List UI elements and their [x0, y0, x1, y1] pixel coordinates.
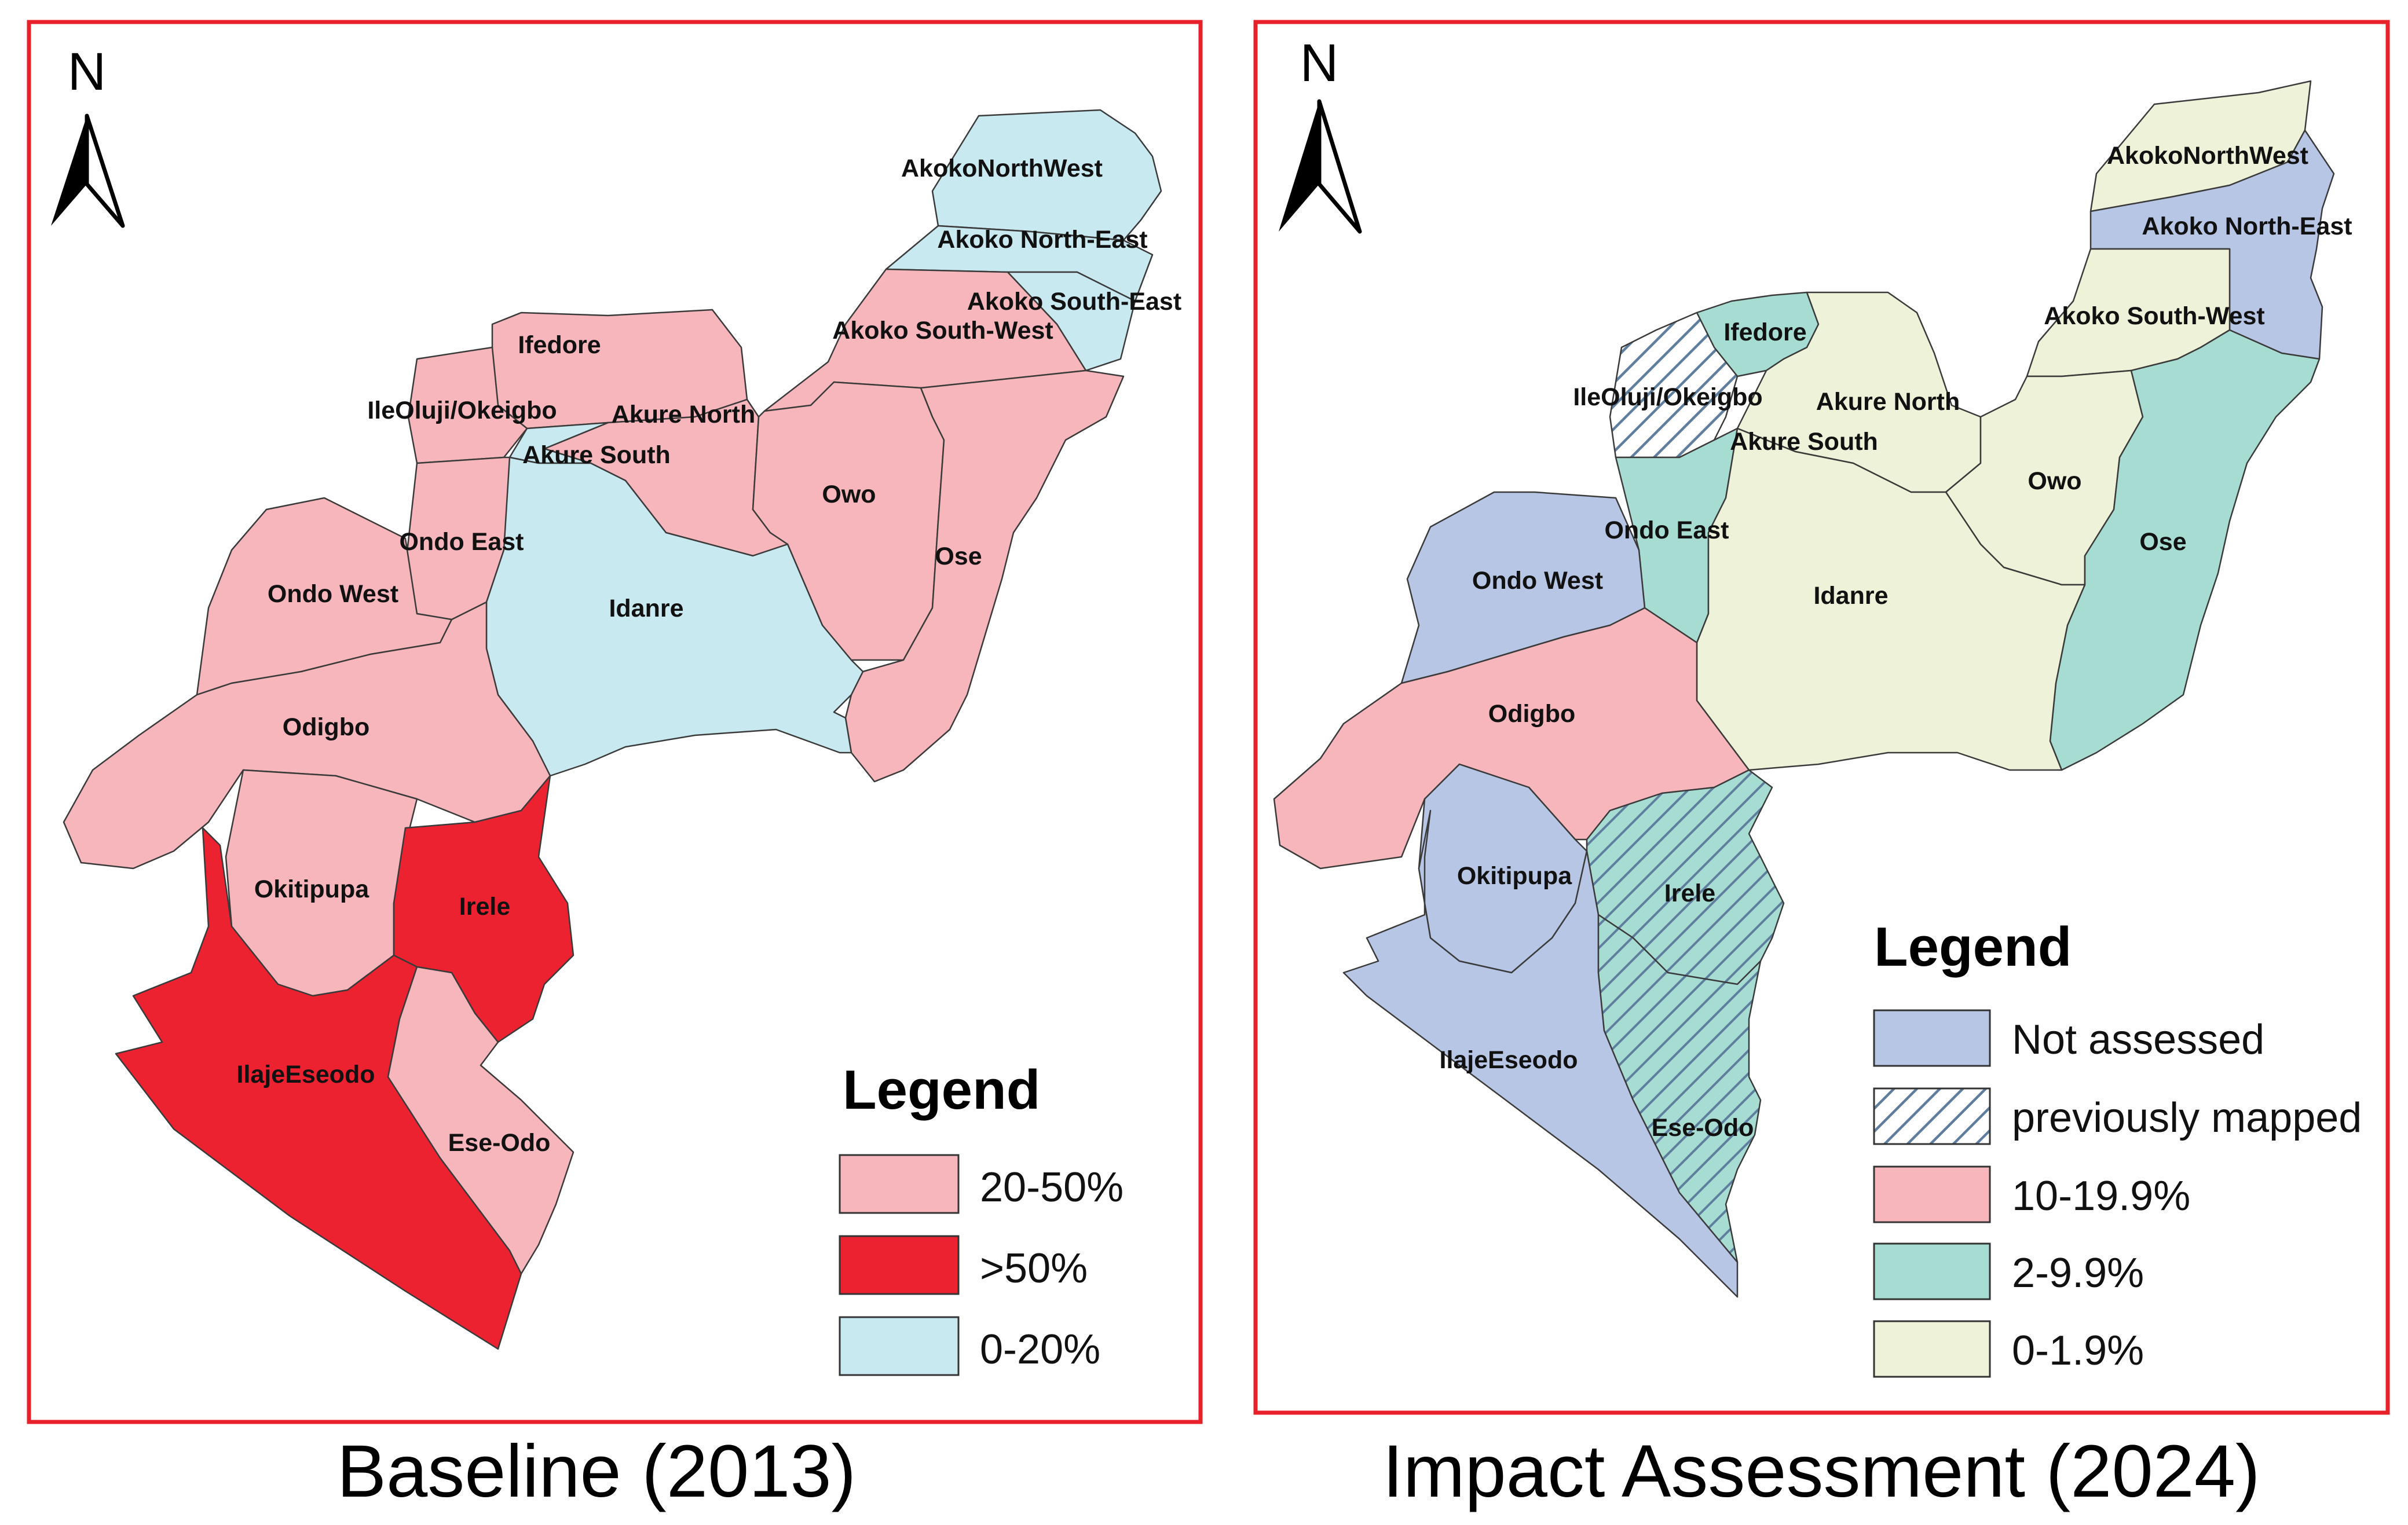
- baseline-frame: [27, 20, 1203, 1424]
- impact-label-akoko-north-east: Akoko North-East: [2142, 212, 2352, 240]
- impact-label-owo: Owo: [2028, 467, 2081, 495]
- impact-legend-swatch-3: [1873, 1165, 1991, 1223]
- baseline-caption: Baseline (2013): [337, 1430, 857, 1513]
- impact-region-ileoluji-okeigbo: [1609, 311, 1739, 459]
- impact-frame: [1253, 20, 2390, 1415]
- impact-legend-swatch-2: [1873, 1087, 1991, 1145]
- baseline-label-ifedore: Ifedore: [518, 331, 601, 359]
- baseline-label-akoko-south-west: Akoko South-West: [832, 317, 1053, 344]
- impact-regions: [1273, 80, 2335, 1298]
- baseline-label-irele: Irele: [459, 893, 510, 921]
- impact-label-odigbo: Odigbo: [1488, 700, 1575, 728]
- impact-label-akoko-south-west: Akoko South-West: [2044, 302, 2264, 330]
- baseline-regions: [63, 109, 1162, 1350]
- impact-label-ondo-west: Ondo West: [1472, 567, 1603, 595]
- baseline-legend-swatch-1: [839, 1154, 960, 1214]
- baseline-legend-title: Legend: [843, 1059, 1040, 1121]
- impact-label-akure-north: Akure North: [1816, 388, 1960, 416]
- impact-label-akoko-north-west: AkokoNorthWest: [2107, 142, 2308, 170]
- impact-label-ondo-east: Ondo East: [1604, 516, 1729, 544]
- impact-map-panel: N AkokoNorthWest Akoko North-E: [1253, 20, 2390, 1513]
- impact-legend-swatch-4: [1873, 1242, 1991, 1300]
- impact-legend-label-2: previously mapped: [2012, 1095, 2362, 1141]
- baseline-label-odigbo: Odigbo: [283, 713, 369, 741]
- baseline-label-ondo-west: Ondo West: [268, 580, 398, 608]
- impact-legend-title: Legend: [1874, 916, 2072, 978]
- impact-legend: Legend Not assessed previously mapped 10…: [1873, 916, 2362, 1378]
- baseline-label-okitipupa: Okitipupa: [254, 875, 369, 903]
- baseline-label-akoko-south-east: Akoko South-East: [967, 288, 1181, 316]
- baseline-label-ileoluji-okeigbo: IleOluji/Okeigbo: [367, 397, 557, 424]
- impact-caption: Impact Assessment (2024): [1382, 1430, 2260, 1513]
- baseline-legend-label-3: 0-20%: [980, 1326, 1100, 1373]
- impact-north-letter: N: [1300, 34, 1338, 93]
- baseline-map-panel: N AkokoNorthWest: [27, 20, 1203, 1513]
- baseline-region-ose: [844, 369, 1125, 783]
- impact-label-akure-south: Akure South: [1730, 428, 1878, 456]
- impact-label-ose: Ose: [2139, 528, 2186, 556]
- baseline-label-owo: Owo: [822, 481, 876, 508]
- impact-region-ose: [2049, 329, 2321, 771]
- baseline-labels: AkokoNorthWest Akoko North-East Akoko So…: [237, 155, 1182, 1157]
- baseline-region-ese-odo: [387, 966, 574, 1275]
- baseline-label-ilaje-eseodo: IlajeEseodo: [237, 1061, 375, 1088]
- baseline-legend: Legend 20-50% >50% 0-20%: [839, 1059, 1124, 1376]
- impact-label-ese-odo: Ese-Odo: [1652, 1114, 1754, 1142]
- baseline-label-ese-odo: Ese-Odo: [448, 1129, 551, 1157]
- impact-label-ifedore: Ifedore: [1723, 318, 1806, 346]
- impact-legend-label-1: Not assessed: [2012, 1017, 2264, 1063]
- baseline-legend-label-1: 20-50%: [980, 1164, 1124, 1211]
- impact-label-ilaje-eseodo: IlajeEseodo: [1440, 1046, 1578, 1074]
- baseline-label-akoko-north-east: Akoko North-East: [937, 226, 1147, 254]
- impact-north-arrow-icon: N: [1279, 34, 1362, 234]
- impact-label-okitipupa: Okitipupa: [1457, 862, 1572, 890]
- baseline-label-idanre: Idanre: [609, 595, 683, 622]
- baseline-legend-swatch-2: [839, 1235, 960, 1295]
- impact-legend-swatch-1: [1873, 1009, 1991, 1067]
- impact-label-irele: Irele: [1664, 879, 1715, 907]
- baseline-region-ileoluji-okeigbo: [407, 346, 528, 464]
- baseline-legend-swatch-3: [839, 1316, 960, 1376]
- baseline-label-akure-south: Akure South: [522, 441, 671, 469]
- impact-label-ileoluji-okeigbo: IleOluji/Okeigbo: [1573, 383, 1762, 411]
- impact-label-idanre: Idanre: [1813, 582, 1888, 610]
- baseline-label-akoko-north-west: AkokoNorthWest: [901, 155, 1103, 182]
- baseline-label-akure-north: Akure North: [612, 401, 755, 428]
- baseline-label-ondo-east: Ondo East: [399, 528, 524, 556]
- impact-legend-label-3: 10-19.9%: [2012, 1173, 2190, 1219]
- impact-region-ese-odo: [1597, 914, 1762, 1263]
- impact-legend-swatch-5: [1873, 1320, 1991, 1378]
- impact-legend-label-4: 2-9.9%: [2012, 1250, 2144, 1296]
- impact-legend-label-5: 0-1.9%: [2012, 1328, 2144, 1374]
- impact-labels: AkokoNorthWest Akoko North-East Akoko So…: [1440, 142, 2352, 1142]
- baseline-north-letter: N: [68, 42, 106, 101]
- baseline-label-ose: Ose: [935, 542, 982, 570]
- baseline-legend-label-2: >50%: [980, 1245, 1088, 1292]
- north-arrow-icon: N: [51, 42, 125, 228]
